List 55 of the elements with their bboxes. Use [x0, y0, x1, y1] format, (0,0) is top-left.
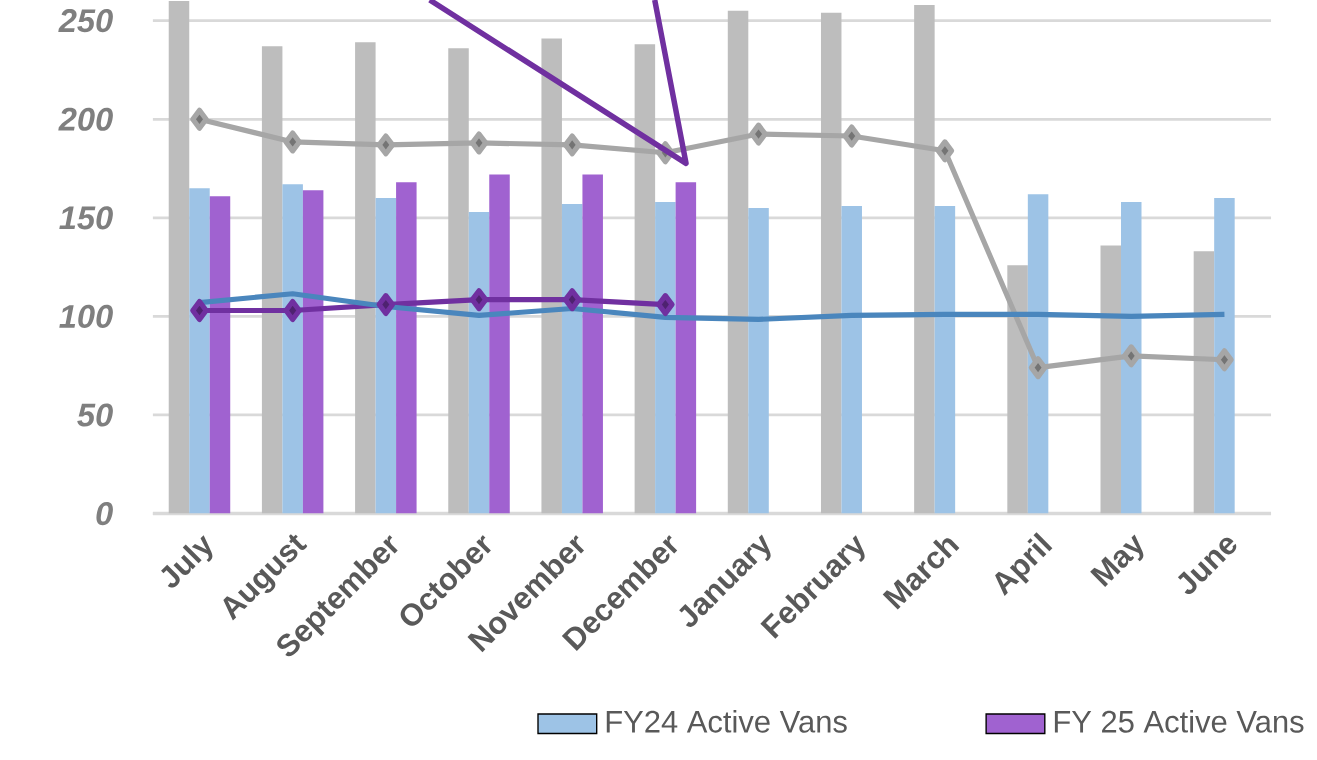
bar: [1100, 245, 1121, 514]
point: [562, 133, 582, 157]
point: [376, 293, 396, 317]
y-tick-label: 100: [59, 304, 113, 328]
bar: [189, 188, 210, 514]
point: [283, 298, 302, 322]
bar: [1027, 194, 1049, 514]
bar: [934, 205, 956, 514]
bar: [914, 4, 935, 514]
point: [190, 298, 209, 322]
point: [283, 130, 302, 154]
bar: [355, 42, 376, 514]
bar: [396, 182, 417, 514]
point: [842, 124, 862, 148]
bar: [582, 174, 603, 514]
bar: [209, 196, 231, 514]
point: [190, 107, 209, 131]
bar: [1007, 265, 1028, 514]
point: [1028, 356, 1048, 380]
bar: [261, 46, 283, 514]
bar: [282, 184, 303, 514]
y-tick-label: 50: [77, 403, 113, 427]
bar: [448, 48, 469, 514]
point: [376, 133, 396, 157]
bar: [1193, 251, 1215, 514]
bar: [1121, 202, 1142, 514]
point: [562, 288, 582, 312]
legend-label: FY24 Active Vans: [606, 709, 847, 733]
bar: [634, 44, 656, 514]
bar: [375, 198, 397, 514]
bar: [1214, 198, 1235, 514]
y-tick-label: 150: [59, 206, 113, 230]
bar: [168, 0, 190, 514]
y-tick-label: 200: [58, 107, 113, 131]
bar: [748, 207, 769, 514]
bar: [541, 38, 562, 514]
point: [935, 139, 955, 163]
y-tick-label: 250: [58, 9, 113, 33]
bar: [302, 190, 324, 514]
bar: [727, 10, 749, 514]
point: [1121, 344, 1141, 368]
point: [656, 293, 675, 317]
legend-label: FY 25 Active Vans: [1054, 709, 1304, 733]
point: [749, 122, 768, 146]
bar: [820, 12, 842, 514]
point: [469, 288, 489, 312]
bar: [675, 182, 697, 514]
point: [1215, 348, 1234, 372]
bar: [655, 202, 676, 514]
y-tick-label: 0: [96, 501, 113, 526]
bar: [841, 205, 862, 514]
point: [469, 131, 489, 155]
bar: [489, 174, 510, 514]
bar: [468, 211, 490, 514]
bar: [561, 204, 583, 514]
